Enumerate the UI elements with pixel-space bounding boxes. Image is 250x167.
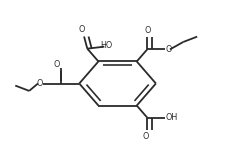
Text: O: O bbox=[78, 25, 85, 34]
Text: O: O bbox=[144, 26, 150, 35]
Text: O: O bbox=[36, 79, 43, 88]
Text: O: O bbox=[142, 132, 148, 141]
Text: O: O bbox=[165, 45, 172, 54]
Text: OH: OH bbox=[166, 113, 178, 122]
Text: HO: HO bbox=[100, 41, 112, 50]
Text: O: O bbox=[54, 60, 60, 69]
